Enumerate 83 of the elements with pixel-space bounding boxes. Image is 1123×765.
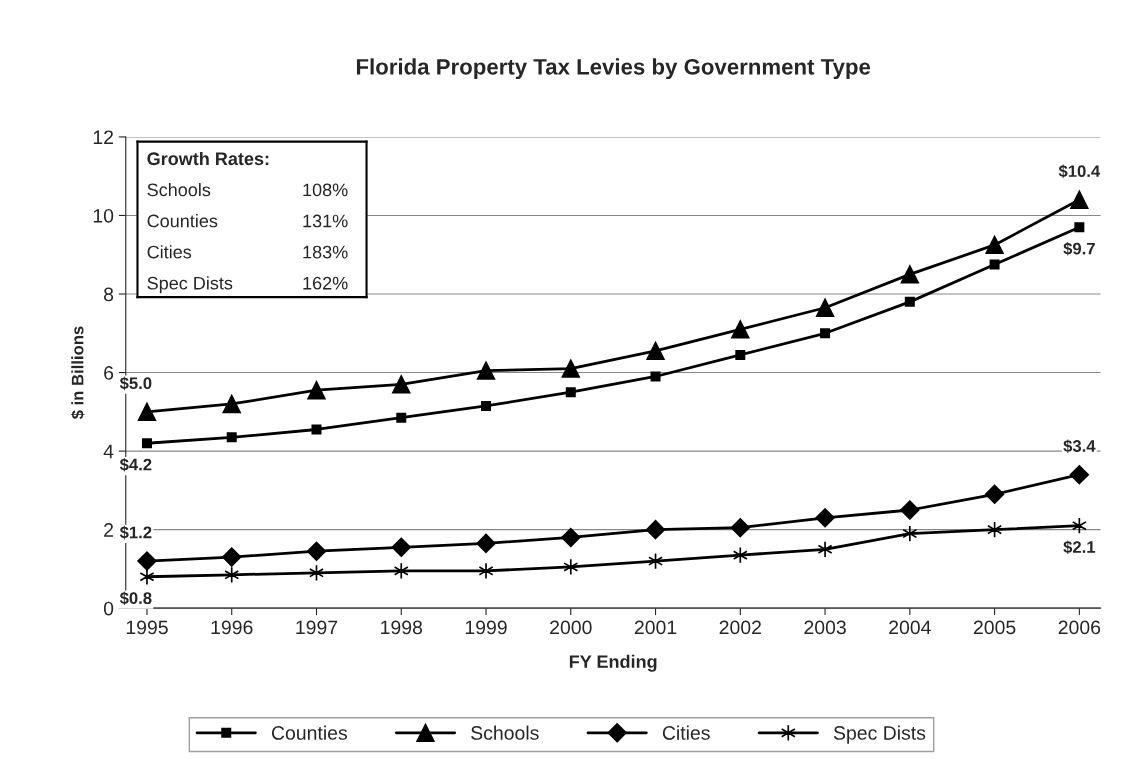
point xyxy=(139,568,155,586)
point xyxy=(646,341,665,361)
x-tick-label: 2005 xyxy=(973,620,1016,635)
text: Cities 183% xyxy=(147,245,348,259)
point xyxy=(306,541,327,561)
point xyxy=(815,508,835,528)
data-label: $5.0 xyxy=(119,376,152,391)
text: Spec Dists 162% xyxy=(147,276,348,294)
point xyxy=(392,375,411,394)
chart-title: Florida Property Tax Levies by Government Type xyxy=(356,58,871,80)
legend-label: Cities xyxy=(662,725,710,740)
point xyxy=(645,519,666,540)
point xyxy=(650,371,661,382)
point xyxy=(391,537,411,557)
point xyxy=(481,400,492,411)
point xyxy=(565,387,576,398)
point xyxy=(900,500,920,520)
point xyxy=(985,235,1004,255)
x-tick-label: 1999 xyxy=(465,620,507,635)
point xyxy=(222,547,242,567)
point xyxy=(900,265,919,284)
x-tick-label: 2003 xyxy=(804,620,846,635)
y-tick-label: 0 xyxy=(103,601,114,616)
x-tick-label: 2006 xyxy=(1058,620,1101,635)
legend-label: Counties xyxy=(271,725,347,740)
y-tick-label: 4 xyxy=(103,444,114,459)
point xyxy=(904,296,915,307)
point xyxy=(561,527,581,548)
point xyxy=(307,381,326,400)
data-label: $1.2 xyxy=(119,525,152,540)
point xyxy=(731,320,750,339)
annotation: Growth Rates: xyxy=(147,151,269,166)
y-tick-label: 10 xyxy=(93,208,114,223)
point xyxy=(563,558,579,576)
data-label: $3.4 xyxy=(1063,439,1096,453)
point xyxy=(735,349,746,360)
x-tick-label: 1998 xyxy=(381,620,423,635)
data-label: $2.1 xyxy=(1063,540,1096,555)
text: Schools 108% xyxy=(147,182,348,197)
point xyxy=(902,525,918,543)
point xyxy=(1070,190,1089,209)
point xyxy=(817,540,833,558)
point xyxy=(984,484,1005,504)
point xyxy=(311,424,322,435)
point xyxy=(730,517,750,538)
data-label: $4.2 xyxy=(119,457,152,472)
point xyxy=(732,546,748,564)
y-tick-label: 8 xyxy=(104,287,114,302)
x-tick-label: 2002 xyxy=(719,620,761,635)
point xyxy=(478,562,494,580)
point xyxy=(1069,464,1090,485)
x-tick-label: 1996 xyxy=(211,620,253,635)
x-tick-label: 2001 xyxy=(634,620,677,635)
data-label: $0.8 xyxy=(119,591,152,606)
data-label: $9.7 xyxy=(1063,241,1095,256)
x-axis-title: FY Ending xyxy=(569,654,657,672)
y-tick-label: 12 xyxy=(93,130,113,144)
point xyxy=(141,438,152,449)
point xyxy=(393,562,409,580)
data-label: $10.4 xyxy=(1058,164,1101,179)
point xyxy=(224,566,240,584)
y-tick-label: 2 xyxy=(104,523,113,537)
legend-label: Schools xyxy=(471,725,539,740)
point xyxy=(137,551,157,571)
text: Counties 131% xyxy=(147,214,348,228)
point xyxy=(989,259,1000,270)
point xyxy=(226,432,237,443)
x-tick-label: 2000 xyxy=(550,620,592,635)
y-axis-title: $ in Billions xyxy=(70,326,85,420)
legend-label: Spec Dists xyxy=(833,725,926,744)
point xyxy=(137,402,157,421)
x-tick-label: 1997 xyxy=(296,620,338,635)
point xyxy=(476,361,496,380)
point xyxy=(561,359,580,378)
point xyxy=(815,298,835,317)
y-tick-label: 6 xyxy=(104,366,114,380)
point xyxy=(222,394,241,414)
point xyxy=(396,412,407,423)
x-tick-label: 1995 xyxy=(126,620,168,635)
x-tick-label: 2004 xyxy=(889,620,931,635)
point xyxy=(476,533,496,554)
point xyxy=(1074,222,1085,233)
point xyxy=(820,328,831,339)
